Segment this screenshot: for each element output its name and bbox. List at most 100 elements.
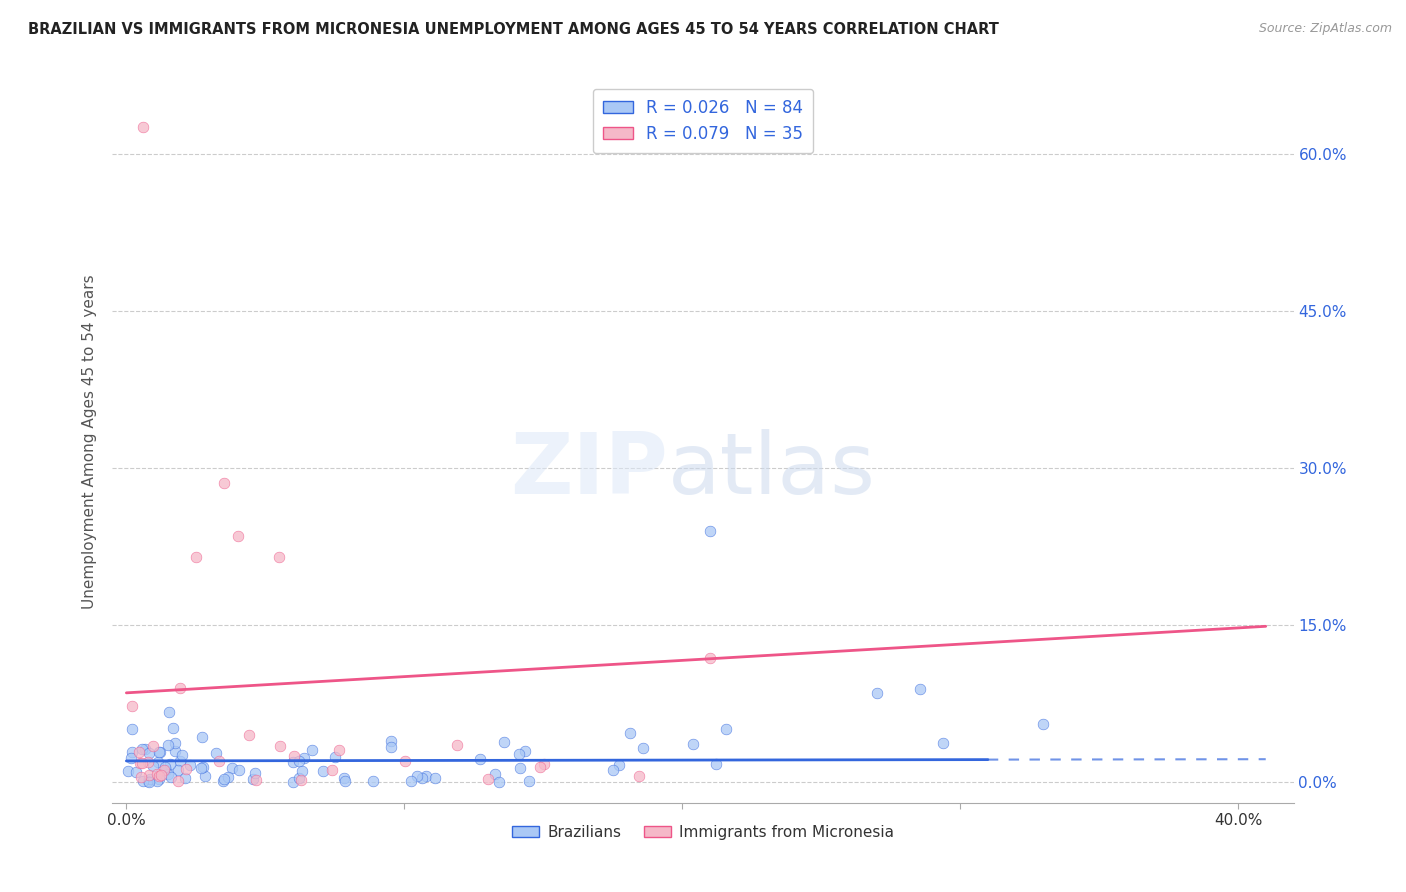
Point: [159, 757, 181, 772]
Point: [129, 771, 152, 785]
Point: [509, 761, 531, 775]
Point: [488, 774, 510, 789]
Point: [132, 773, 155, 788]
Point: [120, 751, 142, 765]
Point: [288, 754, 311, 768]
Point: [704, 757, 727, 772]
Point: [333, 774, 356, 789]
Point: [128, 745, 150, 759]
Point: [682, 737, 704, 751]
Point: [204, 747, 226, 761]
Point: [321, 763, 343, 777]
Point: [513, 744, 536, 758]
Point: [242, 772, 264, 787]
Point: [363, 773, 385, 788]
Point: [221, 761, 243, 775]
Point: [167, 763, 190, 777]
Point: [174, 772, 197, 786]
Point: [146, 767, 169, 781]
Point: [380, 739, 402, 754]
Text: atlas: atlas: [668, 429, 876, 512]
Point: [243, 766, 266, 780]
Point: [132, 120, 155, 135]
Point: [142, 758, 165, 772]
Point: [287, 772, 309, 786]
Point: [138, 768, 160, 782]
Point: [477, 772, 499, 786]
Point: [148, 745, 170, 759]
Point: [117, 764, 139, 779]
Point: [312, 764, 335, 779]
Point: [190, 730, 212, 744]
Point: [142, 739, 165, 753]
Point: [699, 524, 721, 538]
Text: BRAZILIAN VS IMMIGRANTS FROM MICRONESIA UNEMPLOYMENT AMONG AGES 45 TO 54 YEARS C: BRAZILIAN VS IMMIGRANTS FROM MICRONESIA …: [28, 22, 1000, 37]
Point: [136, 774, 159, 789]
Point: [533, 756, 555, 771]
Point: [619, 725, 641, 739]
Point: [148, 769, 170, 783]
Point: [162, 721, 184, 735]
Legend: Brazilians, Immigrants from Micronesia: Brazilians, Immigrants from Micronesia: [506, 819, 900, 846]
Point: [269, 739, 291, 754]
Point: [425, 771, 447, 785]
Point: [699, 651, 721, 665]
Point: [517, 774, 540, 789]
Point: [405, 769, 427, 783]
Point: [380, 733, 402, 747]
Point: [149, 768, 172, 782]
Point: [631, 741, 654, 756]
Point: [529, 760, 551, 774]
Point: [129, 756, 152, 770]
Point: [292, 751, 315, 765]
Point: [190, 760, 212, 774]
Point: [494, 735, 516, 749]
Point: [484, 767, 506, 781]
Point: [214, 772, 236, 786]
Point: [714, 722, 737, 736]
Point: [194, 769, 217, 783]
Point: [134, 742, 156, 756]
Point: [323, 750, 346, 764]
Point: [866, 686, 889, 700]
Point: [931, 736, 953, 750]
Point: [226, 529, 249, 543]
Point: [153, 764, 176, 778]
Point: [174, 762, 197, 776]
Point: [415, 769, 437, 783]
Point: [217, 770, 239, 784]
Point: [283, 748, 305, 763]
Point: [1032, 717, 1054, 731]
Point: [281, 774, 304, 789]
Point: [602, 764, 624, 778]
Point: [125, 764, 148, 779]
Point: [121, 698, 143, 713]
Point: [238, 727, 260, 741]
Point: [399, 774, 422, 789]
Point: [411, 772, 433, 786]
Y-axis label: Unemployment Among Ages 45 to 54 years: Unemployment Among Ages 45 to 54 years: [82, 274, 97, 609]
Point: [148, 772, 170, 787]
Point: [468, 752, 491, 766]
Point: [138, 774, 160, 789]
Point: [131, 741, 153, 756]
Point: [146, 755, 169, 769]
Point: [166, 774, 188, 789]
Point: [228, 763, 250, 777]
Point: [145, 774, 167, 789]
Point: [269, 549, 291, 564]
Point: [193, 760, 215, 774]
Point: [184, 549, 207, 564]
Point: [607, 758, 630, 772]
Point: [157, 705, 180, 719]
Point: [149, 745, 172, 759]
Point: [328, 742, 350, 756]
Point: [212, 476, 235, 491]
Point: [446, 738, 468, 752]
Point: [333, 772, 356, 786]
Point: [628, 769, 651, 783]
Point: [508, 747, 530, 761]
Point: [908, 682, 931, 697]
Point: [170, 747, 193, 762]
Point: [169, 754, 191, 768]
